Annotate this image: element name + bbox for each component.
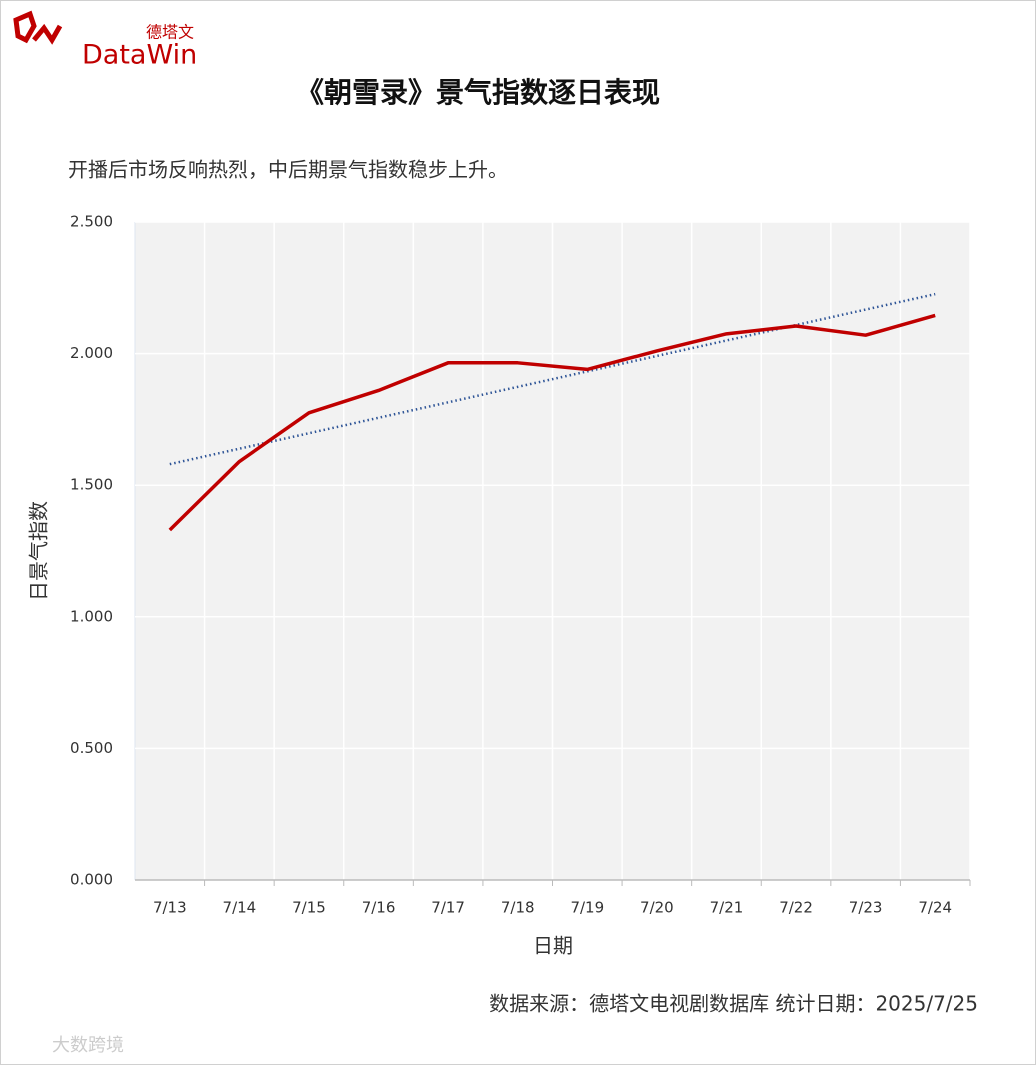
x-tick-label: 7/16 — [362, 899, 396, 917]
x-tick-label: 7/17 — [431, 899, 465, 917]
chart-subtitle: 开播后市场反响热烈，中后期景气指数稳步上升。 — [68, 158, 508, 182]
x-tick-label: 7/23 — [849, 899, 883, 917]
source-note: 数据来源：德塔文电视剧数据库 统计日期：2025/7/25 — [489, 992, 978, 1016]
chart-title: 《朝雪录》景气指数逐日表现 — [296, 76, 660, 109]
x-tick-label: 7/24 — [918, 899, 952, 917]
x-tick-label: 7/15 — [292, 899, 326, 917]
data-line — [168, 313, 936, 532]
x-tick-label: 7/20 — [640, 899, 674, 917]
watermark: 大数跨境 — [52, 1035, 124, 1056]
x-tick-label: 7/21 — [710, 899, 744, 917]
x-tick-label: 7/19 — [570, 899, 604, 917]
y-tick-label: 1.000 — [70, 607, 113, 625]
x-tick-label: 7/14 — [223, 899, 257, 917]
x-axis-label: 日期 — [533, 934, 573, 958]
y-tick-label: 2.000 — [70, 344, 113, 362]
trend-line — [169, 292, 936, 466]
y-tick-label: 1.500 — [70, 476, 113, 494]
y-axis-label: 日景气指数 — [27, 501, 51, 601]
logo-en: DataWin — [82, 40, 197, 71]
x-tick-label: 7/18 — [501, 899, 535, 917]
y-tick-label: 0.000 — [70, 871, 113, 889]
y-tick-label: 0.500 — [70, 739, 113, 757]
logo-cn: 德塔文 — [146, 23, 194, 42]
y-tick-label: 2.500 — [70, 213, 113, 231]
logo-mark — [13, 10, 63, 45]
x-tick-label: 7/13 — [153, 899, 187, 917]
x-tick-label: 7/22 — [779, 899, 813, 917]
